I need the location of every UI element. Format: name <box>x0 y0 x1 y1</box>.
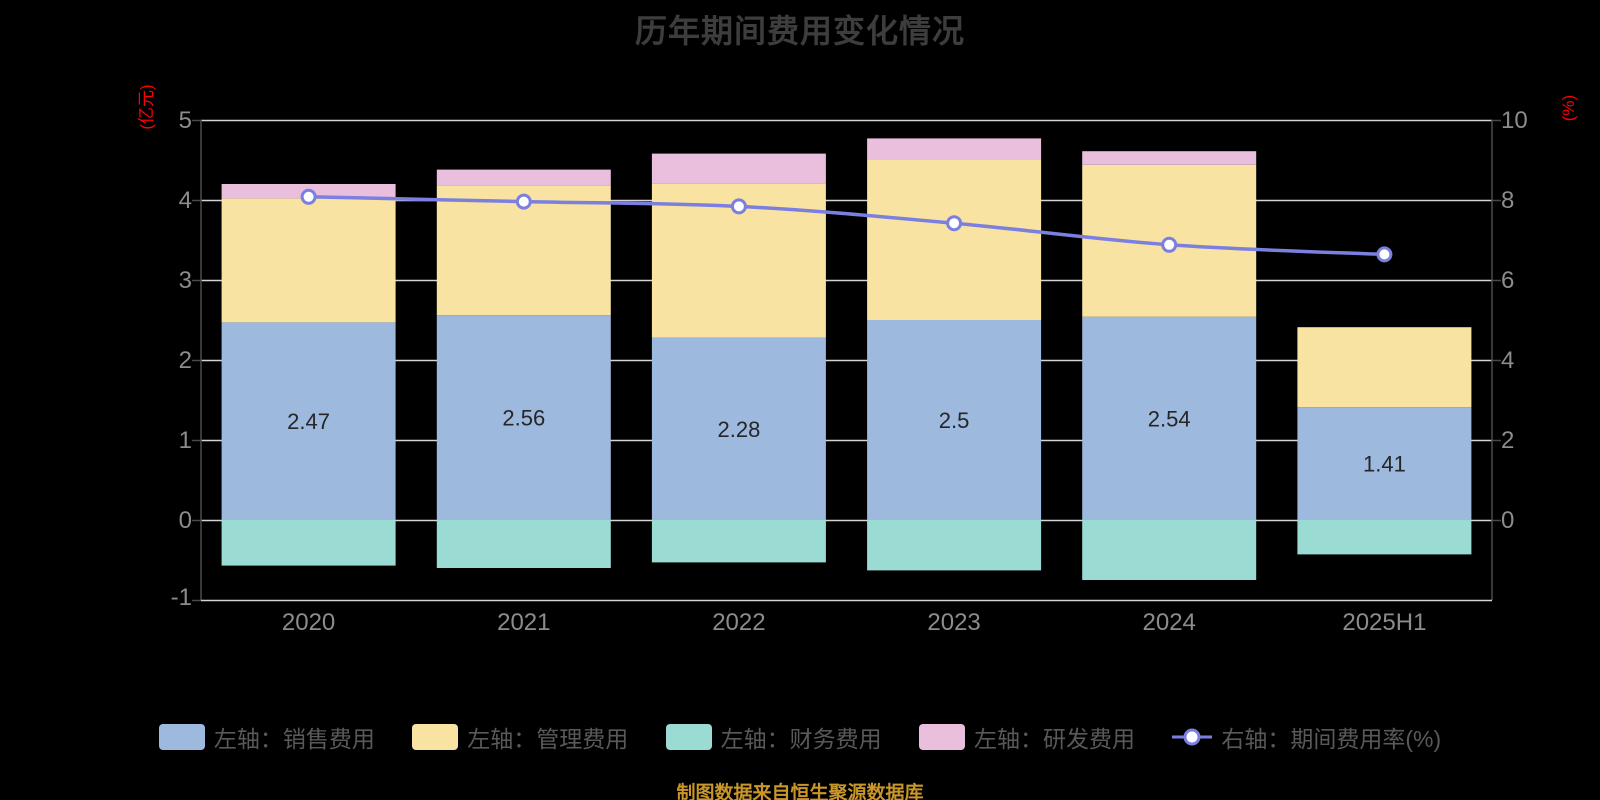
svg-text:2: 2 <box>179 347 192 374</box>
svg-text:-1: -1 <box>171 584 192 611</box>
svg-text:10: 10 <box>1501 107 1528 134</box>
svg-text:4: 4 <box>179 187 192 214</box>
svg-text:2025H1: 2025H1 <box>1342 609 1426 636</box>
svg-text:2022: 2022 <box>712 609 765 636</box>
svg-text:2.56: 2.56 <box>502 406 545 431</box>
svg-text:1: 1 <box>179 427 192 454</box>
svg-text:2024: 2024 <box>1143 609 1196 636</box>
svg-text:2.54: 2.54 <box>1148 406 1191 431</box>
svg-text:6: 6 <box>1501 267 1514 294</box>
svg-text:5: 5 <box>179 107 192 134</box>
svg-text:2.47: 2.47 <box>287 409 330 434</box>
svg-text:0: 0 <box>179 507 192 534</box>
svg-text:2021: 2021 <box>497 609 550 636</box>
svg-text:2023: 2023 <box>927 609 980 636</box>
svg-text:8: 8 <box>1501 187 1514 214</box>
svg-text:4: 4 <box>1501 347 1514 374</box>
svg-text:2.28: 2.28 <box>717 417 760 442</box>
svg-text:2.5: 2.5 <box>939 408 970 433</box>
svg-text:2020: 2020 <box>282 609 335 636</box>
svg-text:3: 3 <box>179 267 192 294</box>
svg-text:1.41: 1.41 <box>1363 452 1406 477</box>
svg-text:2: 2 <box>1501 427 1514 454</box>
svg-text:0: 0 <box>1501 507 1514 534</box>
